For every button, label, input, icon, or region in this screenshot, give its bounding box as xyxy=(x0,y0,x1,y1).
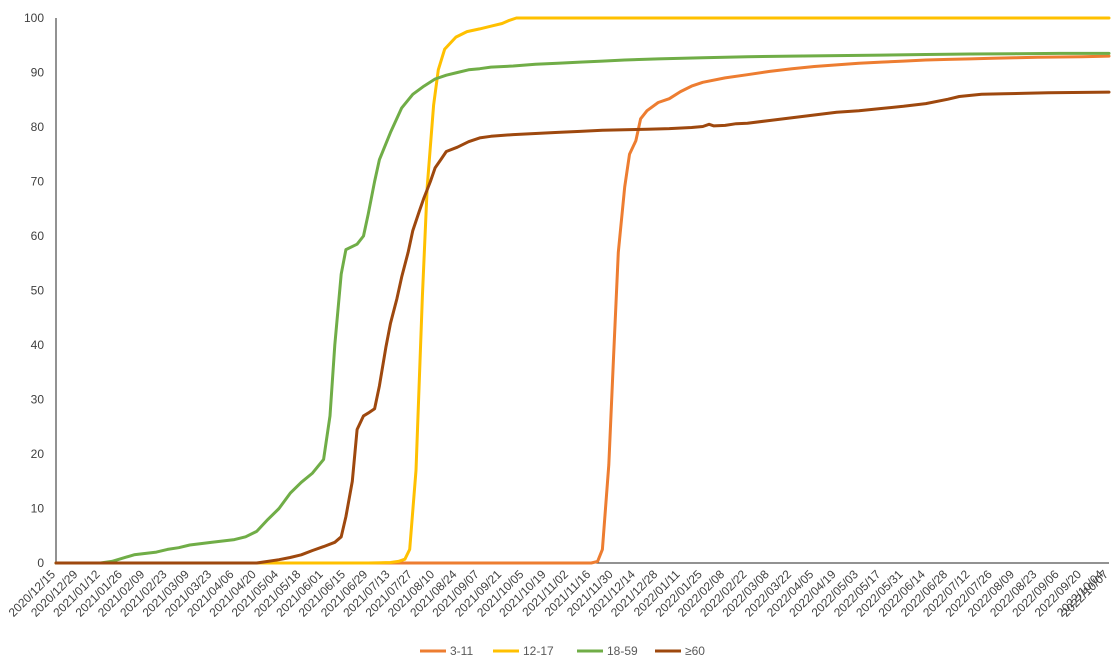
series-layer xyxy=(54,16,1111,565)
y-tick-label: 90 xyxy=(31,66,45,80)
legend-label: 18-59 xyxy=(607,644,638,658)
series-line-3 xyxy=(54,90,1111,565)
legend-label: 12-17 xyxy=(523,644,554,658)
series-line-0 xyxy=(54,54,1111,565)
y-tick-label: 20 xyxy=(31,447,45,461)
y-tick-label: 50 xyxy=(31,284,45,298)
y-tick-label: 70 xyxy=(31,175,45,189)
y-tick-label: 40 xyxy=(31,338,45,352)
y-tick-label: 60 xyxy=(31,229,45,243)
y-tick-label: 0 xyxy=(37,556,44,570)
y-tick-label: 30 xyxy=(31,393,45,407)
series-line-1 xyxy=(54,16,1111,565)
legend-label: 3-11 xyxy=(450,644,473,658)
series-line-2 xyxy=(54,51,1111,565)
x-axis-ticks: 2020/12/152020/12/292021/01/122021/01/26… xyxy=(6,567,1112,620)
legend: 3-11 12-17 18-59 ≥60 xyxy=(420,644,705,658)
y-tick-label: 100 xyxy=(24,11,44,25)
y-tick-label: 80 xyxy=(31,120,45,134)
y-tick-label: 10 xyxy=(31,502,45,516)
y-axis-ticks: 0 10 20 30 40 50 60 70 80 90 100 xyxy=(24,11,44,570)
legend-label: ≥60 xyxy=(685,644,705,658)
